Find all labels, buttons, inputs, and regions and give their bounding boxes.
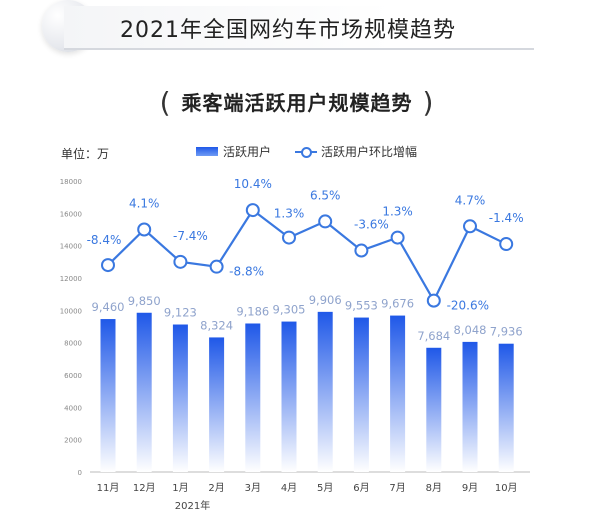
- legend-bar-swatch: [196, 147, 218, 156]
- bar: [390, 315, 406, 472]
- legend-bar-label: 活跃用户: [223, 145, 272, 159]
- left-bracket: (: [159, 86, 172, 119]
- bar-value-label: 9,186: [236, 304, 269, 318]
- line-point: [101, 258, 115, 273]
- bar-value-label: 9,123: [164, 306, 197, 320]
- bar-value-label: 8,048: [454, 323, 487, 337]
- chart-subtitle-text: 乘客端活跃用户规模趋势: [181, 91, 413, 115]
- y-tick-label: 2000: [64, 437, 82, 445]
- x-tick-label: 5月: [317, 482, 333, 494]
- legend-line-swatch: [295, 146, 318, 158]
- series-line: [107, 208, 507, 303]
- page-title: 2021年全国网约车市场规模趋势: [120, 18, 456, 43]
- bar: [136, 312, 152, 472]
- line-point: [137, 222, 152, 237]
- line-value-label: -8.8%: [229, 265, 264, 279]
- x-tick-label: 3月: [245, 482, 261, 494]
- y-tick-label: 12000: [60, 275, 82, 283]
- line-value-label: -3.6%: [354, 218, 389, 232]
- bar: [100, 319, 116, 472]
- line-value-label: -1.4%: [489, 211, 524, 225]
- line-value-label: 10.4%: [234, 177, 272, 191]
- x-tick-label: 8月: [426, 482, 442, 494]
- y-tick-label: 8000: [64, 340, 82, 348]
- bar: [209, 337, 225, 472]
- title-banner: 2021年全国网约车市场规模趋势: [42, 0, 542, 64]
- x-group-label: 2021年: [175, 499, 210, 512]
- bar: [462, 341, 478, 472]
- line-value-label: 1.3%: [382, 205, 413, 219]
- line-value-label: 4.7%: [455, 193, 486, 207]
- line-point: [173, 254, 188, 269]
- y-tick-label: 10000: [60, 307, 82, 315]
- line-value-label: -7.4%: [173, 229, 208, 243]
- bar-value-label: 9,305: [273, 303, 306, 317]
- x-tick-label: 6月: [353, 482, 369, 494]
- banner-bar-decoration: [64, 6, 534, 50]
- line-point: [499, 237, 514, 252]
- bar: [498, 343, 514, 472]
- x-tick-label: 9月: [462, 482, 478, 494]
- unit-label: 单位：万: [61, 147, 110, 161]
- subtitle-row: ( 乘客端活跃用户规模趋势): [0, 86, 594, 119]
- bar-value-label: 9,553: [345, 299, 378, 313]
- y-tick-label: 0: [78, 469, 82, 477]
- bar-value-label: 9,460: [92, 300, 125, 314]
- x-tick-label: 10月: [495, 482, 518, 494]
- y-tick-label: 18000: [60, 178, 82, 186]
- bar-value-label: 9,906: [309, 293, 342, 307]
- y-tick-label: 14000: [60, 243, 82, 251]
- bar-value-label: 7,936: [490, 325, 523, 339]
- line-value-label: -8.4%: [87, 233, 122, 247]
- bar: [317, 311, 333, 472]
- line-value-label: 4.1%: [129, 197, 160, 211]
- y-tick-label: 6000: [64, 372, 82, 380]
- y-tick-label: 16000: [60, 210, 82, 218]
- y-tick-label: 4000: [64, 404, 82, 412]
- bar-value-label: 8,324: [200, 318, 233, 332]
- x-tick-label: 4月: [281, 482, 297, 494]
- x-tick-label: 2月: [208, 482, 224, 494]
- line-point: [390, 230, 405, 245]
- x-tick-label: 11月: [97, 482, 120, 494]
- chart-subtitle: ( 乘客端活跃用户规模趋势): [150, 86, 445, 119]
- legend-line-label: 活跃用户环比增幅: [321, 145, 418, 159]
- line-point: [282, 230, 296, 245]
- line-point: [209, 259, 224, 274]
- bar-value-label: 9,676: [381, 297, 414, 311]
- bar: [353, 317, 369, 472]
- line-value-label: 6.5%: [310, 188, 341, 202]
- line-point: [426, 293, 441, 308]
- right-bracket: ): [422, 86, 435, 119]
- bar: [281, 321, 297, 472]
- bar-value-label: 9,850: [128, 294, 161, 308]
- chart-legend: 活跃用户 活跃用户环比增幅: [196, 143, 417, 160]
- x-tick-label: 7月: [389, 482, 405, 494]
- x-tick-label: 1月: [172, 482, 188, 494]
- line-point: [463, 219, 477, 234]
- line-value-label: 1.3%: [274, 207, 305, 221]
- x-tick-label: 12月: [133, 482, 156, 494]
- bar: [172, 324, 188, 472]
- line-point: [245, 203, 260, 218]
- line-value-label: -20.6%: [447, 299, 489, 313]
- line-point: [318, 214, 333, 229]
- bar: [426, 347, 442, 472]
- bar: [245, 323, 261, 472]
- bar-value-label: 7,684: [417, 329, 450, 343]
- line-point: [354, 243, 369, 258]
